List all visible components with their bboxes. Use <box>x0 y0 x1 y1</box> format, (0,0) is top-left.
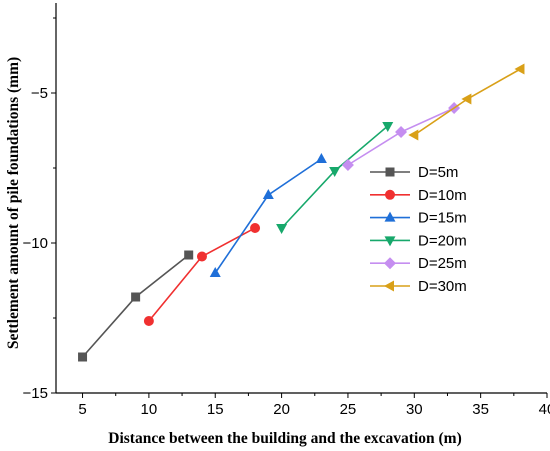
legend-item: D=20m <box>370 232 467 249</box>
legend-label: D=30m <box>418 278 467 295</box>
series-4 <box>276 122 394 234</box>
series-1 <box>78 250 194 362</box>
data-point <box>196 251 207 262</box>
series-line <box>281 125 389 229</box>
series-line <box>81 254 190 358</box>
legend-label: D=25m <box>418 255 467 272</box>
series-line <box>214 158 322 274</box>
data-point <box>250 223 261 233</box>
legend-marker <box>384 257 396 270</box>
data-point <box>262 189 274 199</box>
legend-marker <box>384 280 394 292</box>
legend-item: D=15m <box>370 210 467 227</box>
series-3 <box>209 153 327 277</box>
data-point <box>78 352 88 362</box>
data-point <box>315 153 327 163</box>
plot-series <box>78 63 525 362</box>
data-point <box>341 159 354 171</box>
legend-label: D=10m <box>418 187 467 204</box>
x-tick-label: 25 <box>340 401 357 418</box>
legend-marker <box>384 211 396 222</box>
legend-marker <box>384 236 396 247</box>
x-tick-label: 20 <box>273 401 290 418</box>
legend-label: D=5m <box>418 164 458 181</box>
data-point <box>131 292 141 302</box>
data-point <box>395 126 408 138</box>
legend-marker <box>385 167 395 177</box>
legend-item: D=10m <box>370 187 467 204</box>
x-tick-label: 15 <box>207 401 224 418</box>
y-axis-ticks: −15 −10 −5 <box>23 17 56 402</box>
data-point <box>184 250 194 260</box>
axes <box>55 3 547 394</box>
data-point <box>514 63 525 75</box>
x-tick-label: 5 <box>78 401 86 418</box>
x-axis-title: Distance between the building and the ex… <box>108 430 461 447</box>
data-point <box>461 93 472 105</box>
legend-label: D=20m <box>418 232 467 249</box>
series-5 <box>341 102 461 171</box>
legend-item: D=5m <box>370 164 458 181</box>
y-tick-label: −15 <box>23 385 48 402</box>
data-point <box>408 129 419 141</box>
data-point <box>143 316 154 326</box>
x-tick-label: 10 <box>141 401 158 418</box>
series-6 <box>408 63 525 141</box>
x-tick-label: 30 <box>406 401 423 418</box>
series-2 <box>143 223 261 326</box>
data-point <box>382 122 394 132</box>
y-axis-title: Settlement amount of pile foundations (m… <box>5 57 22 349</box>
legend-label: D=15m <box>418 210 467 227</box>
data-point <box>209 267 221 277</box>
legend-item: D=30m <box>370 278 467 295</box>
y-tick-label: −5 <box>31 85 48 102</box>
data-point <box>276 224 288 234</box>
y-tick-label: −10 <box>23 235 48 252</box>
x-tick-label: 35 <box>472 401 489 418</box>
x-axis-ticks: 5 10 15 20 25 30 35 40 <box>78 393 550 418</box>
legend: D=5m D=10m D=15m D=20m D=25m D=30m <box>370 164 467 295</box>
x-tick-label: 40 <box>539 401 550 418</box>
legend-marker <box>385 189 395 200</box>
legend-item: D=25m <box>370 255 467 272</box>
data-point <box>329 167 341 177</box>
